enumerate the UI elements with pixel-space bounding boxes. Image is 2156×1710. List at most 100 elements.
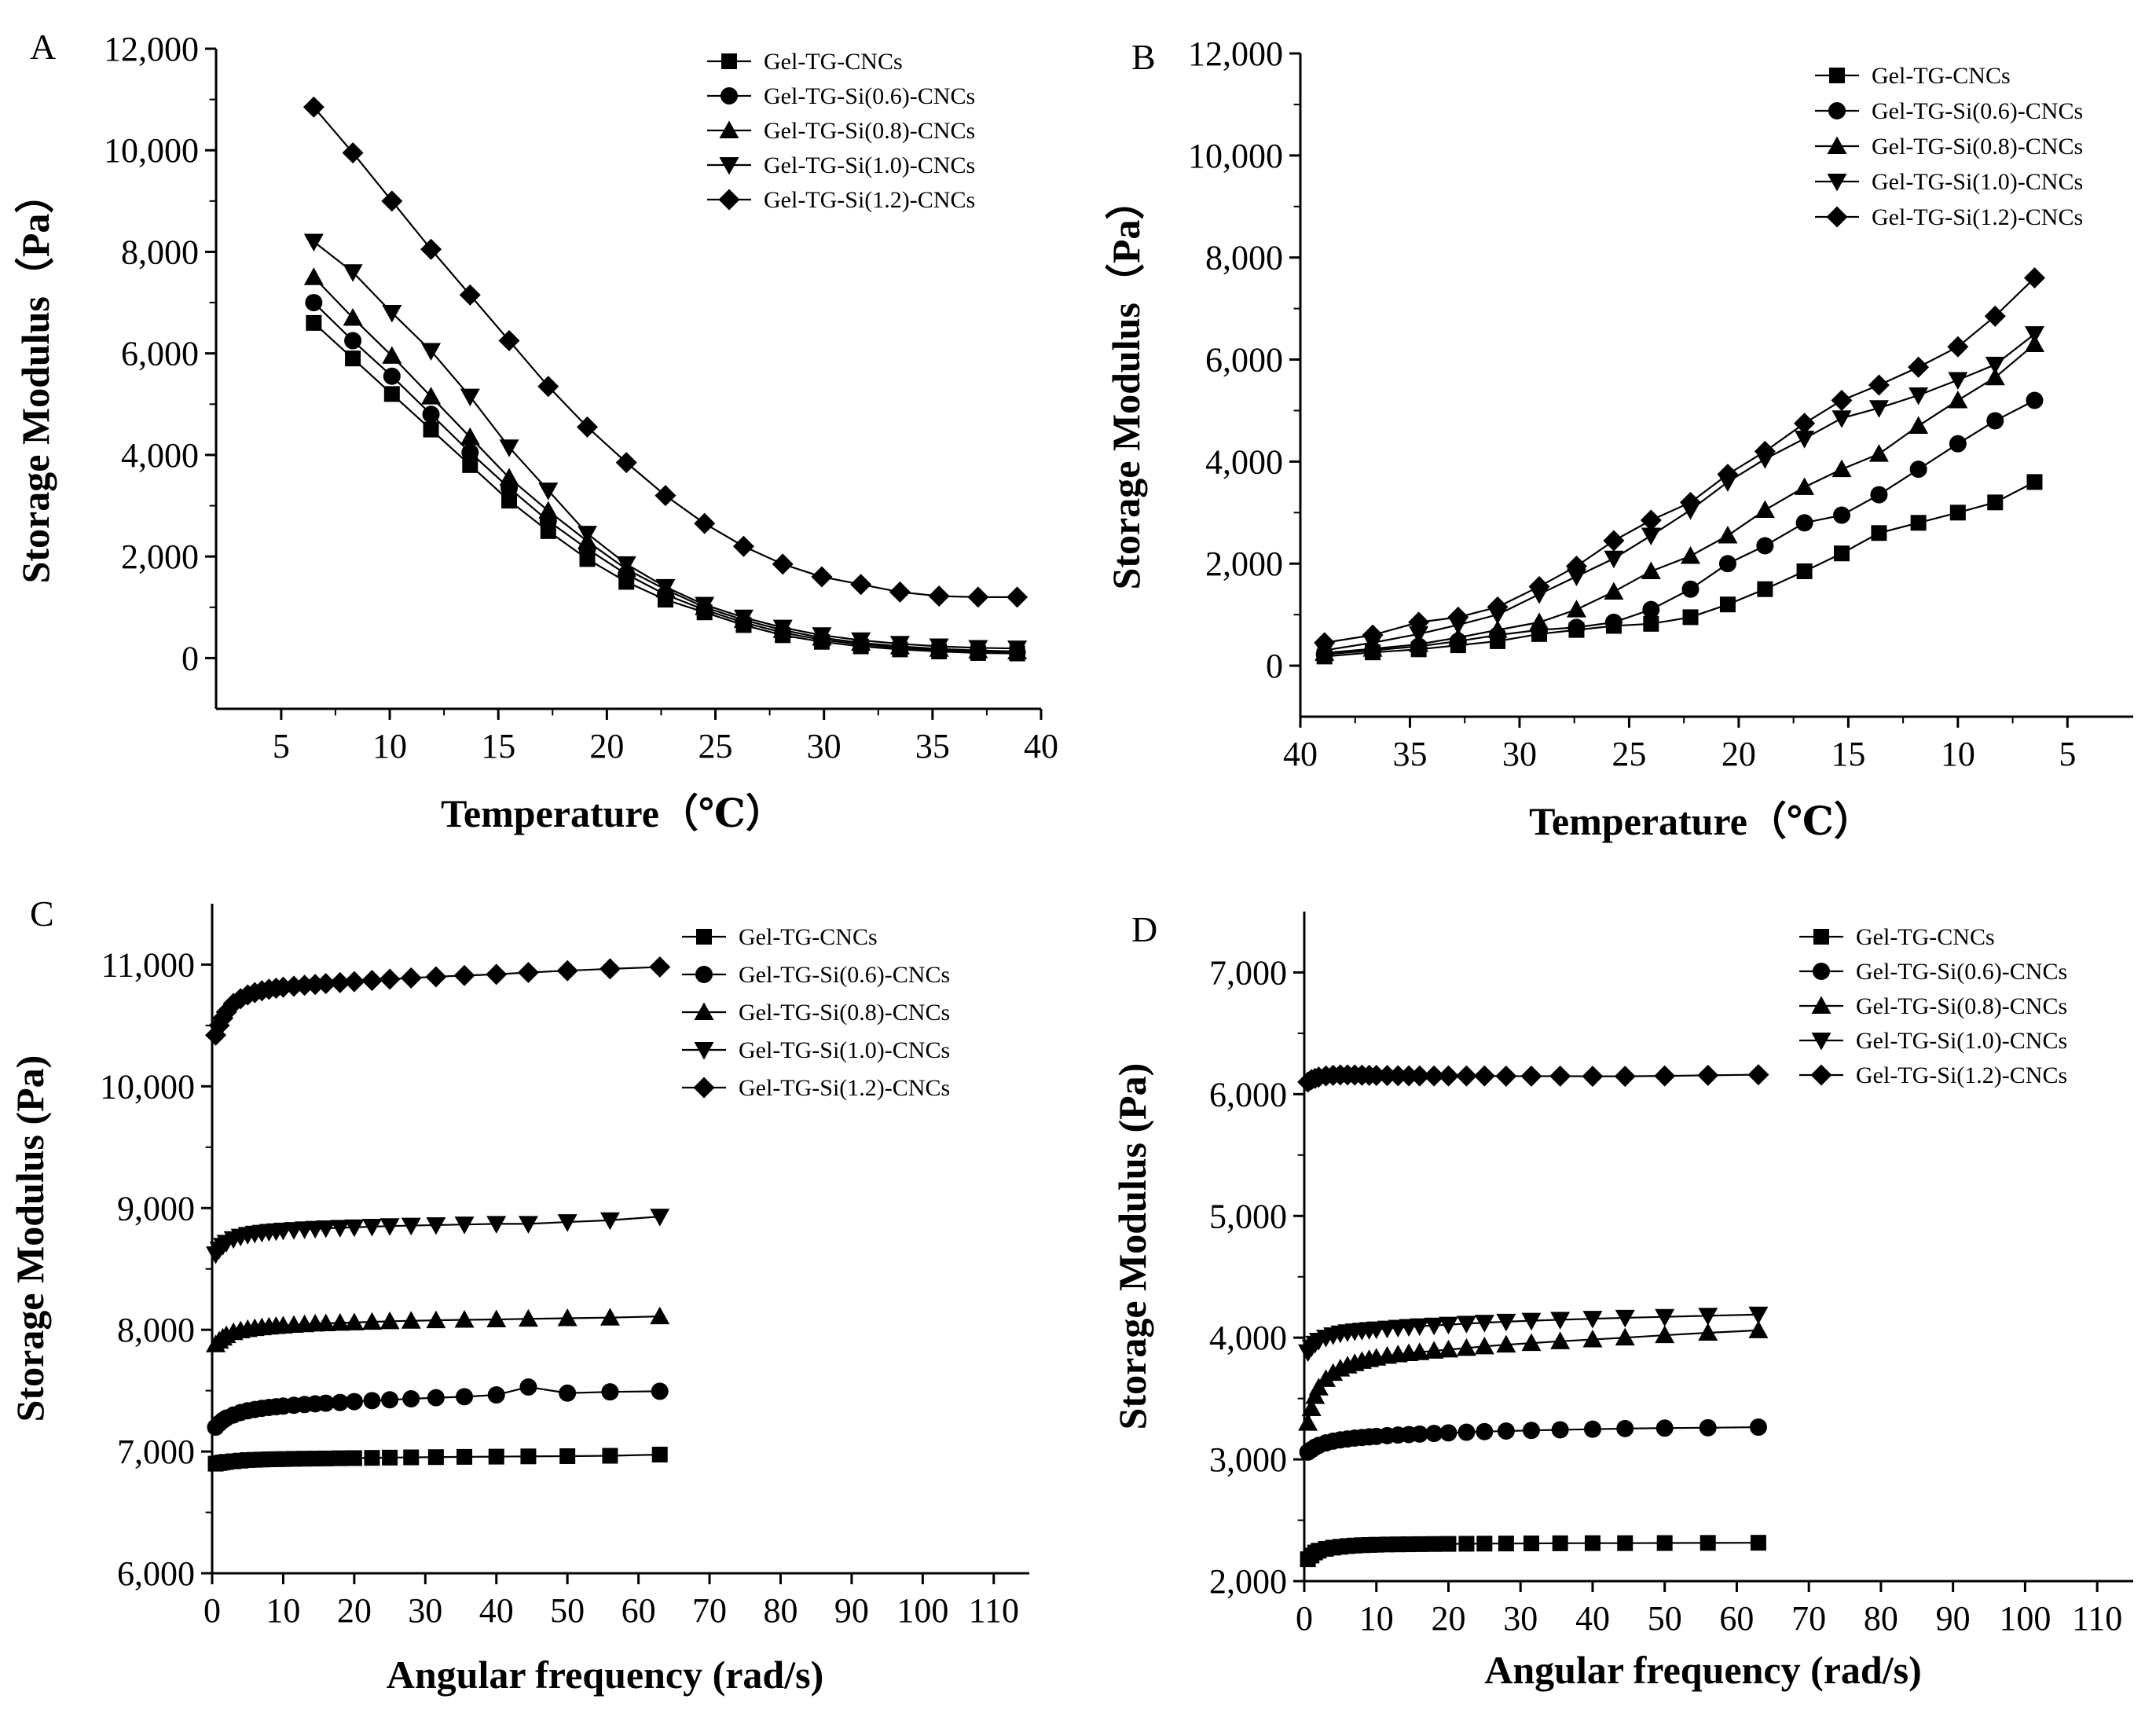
data-point	[1496, 1313, 1516, 1332]
data-point	[1495, 1065, 1517, 1087]
data-point	[1582, 1066, 1604, 1088]
data-point	[772, 553, 794, 575]
data-point	[1550, 1331, 1571, 1349]
data-point	[557, 1308, 578, 1327]
y-tick-label: 7,000	[117, 1433, 195, 1471]
data-point	[1682, 609, 1699, 626]
panel-letter: A	[30, 27, 56, 67]
data-point	[517, 962, 539, 984]
series-3	[206, 1306, 670, 1352]
data-point	[1568, 618, 1586, 637]
data-point	[1718, 555, 1736, 573]
data-point	[456, 1448, 473, 1465]
data-point	[303, 233, 324, 252]
data-point	[1795, 514, 1813, 532]
data-point	[1006, 586, 1028, 608]
data-point	[343, 307, 363, 326]
x-tick-label: 40	[1575, 1599, 1610, 1638]
data-point	[1425, 1425, 1443, 1443]
x-tick-label: 0	[204, 1591, 221, 1630]
data-point	[1949, 505, 1966, 521]
data-point	[1643, 615, 1659, 632]
data-point	[426, 1310, 446, 1329]
data-point	[812, 627, 832, 645]
data-point	[1424, 1317, 1444, 1336]
data-point	[556, 960, 578, 982]
x-tick-label: 100	[1999, 1599, 2051, 1638]
data-point	[1496, 1334, 1516, 1353]
y-tick-label: 12,000	[1188, 35, 1283, 73]
data-point	[1552, 1535, 1568, 1551]
legend-label: Gel-TG-CNCs	[1872, 63, 2011, 89]
data-point	[401, 1311, 421, 1329]
y-tick-label: 4,000	[1209, 1319, 1287, 1357]
data-point	[1474, 1336, 1494, 1355]
data-point	[316, 1313, 336, 1331]
data-point	[343, 971, 365, 993]
data-point	[1423, 1065, 1445, 1087]
data-point	[1655, 1325, 1675, 1344]
data-point	[1757, 581, 1773, 597]
y-tick-label: 6,000	[1205, 341, 1283, 380]
data-point	[1615, 1327, 1635, 1346]
data-point	[1699, 1418, 1717, 1437]
data-point	[1529, 612, 1549, 630]
data-point	[1681, 545, 1701, 564]
data-point	[1697, 1064, 1719, 1086]
x-tick-label: 25	[1612, 735, 1646, 773]
data-point	[422, 405, 440, 424]
data-point	[316, 1220, 336, 1238]
data-point	[382, 346, 402, 364]
data-point	[600, 1308, 620, 1326]
legend-label: Gel-TG-CNCs	[739, 924, 878, 950]
data-point	[1796, 563, 1813, 579]
data-point	[1409, 1065, 1431, 1087]
legend-marker	[1813, 929, 1829, 945]
data-point	[1985, 367, 2005, 386]
data-point	[1754, 440, 1776, 462]
data-point	[342, 141, 364, 163]
data-point	[1655, 1308, 1675, 1327]
data-point	[889, 581, 911, 603]
legend-marker	[696, 929, 712, 945]
legend-marker	[719, 120, 739, 138]
data-point	[694, 512, 716, 534]
series-2	[1315, 391, 2044, 663]
data-point	[345, 350, 361, 367]
series-5	[302, 96, 1028, 608]
data-point	[1474, 1315, 1494, 1333]
legend-marker	[719, 157, 739, 175]
data-point	[1654, 1065, 1676, 1087]
data-point	[332, 1450, 348, 1466]
data-point	[2024, 326, 2044, 344]
legend-label: Gel-TG-Si(0.6)-CNCs	[739, 962, 950, 988]
panel-letter: C	[30, 894, 54, 934]
data-point	[733, 609, 754, 628]
x-tick-label: 15	[1831, 735, 1865, 773]
data-point	[427, 1449, 444, 1466]
data-point	[518, 1308, 538, 1327]
data-point	[1908, 416, 1929, 434]
series-line	[313, 106, 1018, 598]
x-tick-label: 60	[1719, 1599, 1754, 1638]
data-point	[850, 574, 872, 596]
y-tick-label: 8,000	[121, 233, 199, 271]
x-tick-label: 20	[1431, 1599, 1465, 1638]
data-point	[380, 1218, 400, 1236]
data-point	[420, 238, 442, 260]
data-point	[1984, 305, 2006, 327]
data-point	[1458, 1423, 1476, 1441]
data-point	[928, 585, 950, 607]
data-point	[929, 638, 949, 657]
data-point	[1448, 627, 1468, 646]
legend-label: Gel-TG-Si(1.0)-CNCs	[1872, 169, 2083, 195]
data-point	[381, 190, 403, 212]
series-4	[206, 1209, 670, 1264]
data-point	[1582, 1330, 1603, 1348]
series-4	[1298, 1306, 1769, 1363]
legend-label: Gel-TG-Si(1.0)-CNCs	[764, 152, 975, 178]
data-point	[616, 556, 636, 574]
data-point	[651, 1446, 668, 1462]
data-point	[1616, 1419, 1634, 1437]
x-tick-label: 60	[622, 1591, 656, 1630]
